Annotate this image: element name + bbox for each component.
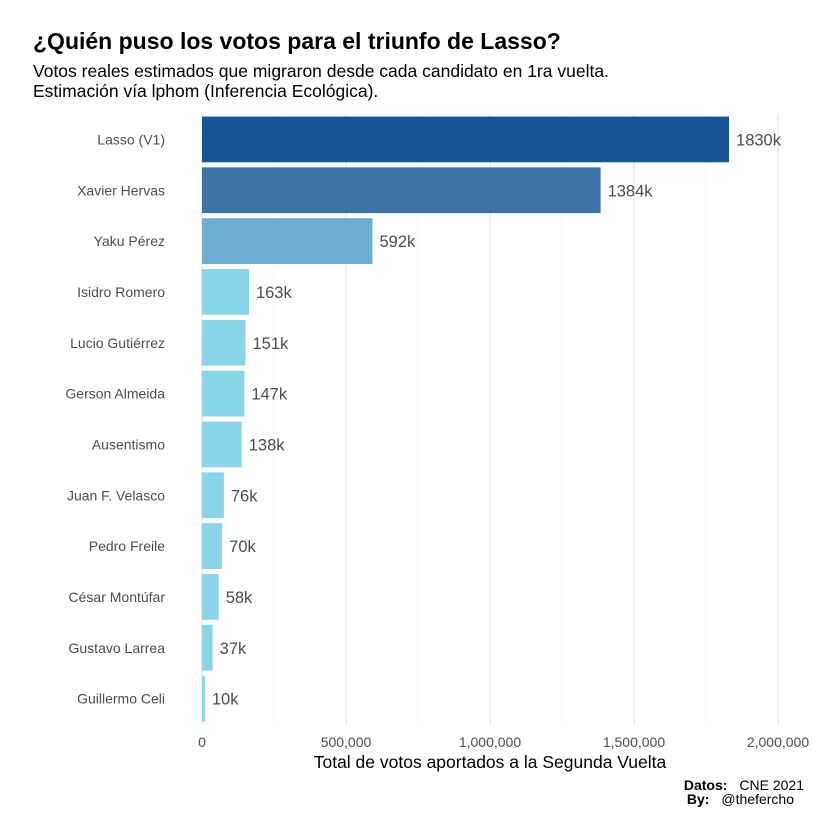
category-label-1: Xavier Hervas [77,182,165,198]
category-label-9: César Montúfar [69,589,166,605]
bar-11 [202,675,205,722]
data-label-11: 10k [212,691,239,709]
category-label-10: Gustavo Larrea [69,640,166,656]
data-label-3: 163k [256,284,293,302]
caption-by: By: @thefercho [687,791,794,807]
category-label-11: Guillermo Celi [77,691,165,707]
x-tick-label-3: 1,500,000 [603,734,665,750]
bar-8 [202,523,223,569]
subtitle-line-2: Estimación vía lphom (Inferencia Ecológi… [33,81,379,101]
bar-3 [202,269,249,315]
data-label-1: 1384k [608,182,654,200]
category-label-6: Ausentismo [92,436,165,452]
chart-subtitle: Votos reales estimados que migraron desd… [33,61,609,101]
bar-0 [202,116,730,163]
caption-datos: Datos: CNE 2021 [684,777,804,793]
category-label-2: Yaku Pérez [94,233,165,249]
data-label-7: 76k [231,487,258,505]
category-label-0: Lasso (V1) [97,131,165,147]
x-tick-label-4: 2,000,000 [747,734,809,750]
x-tick-label-2: 1,000,000 [459,734,521,750]
x-tick-label-1: 500,000 [321,734,372,750]
bar-5 [202,370,245,417]
x-tick-label-0: 0 [198,734,206,750]
caption-by-value: @thefercho [721,791,794,807]
bar-1 [202,167,601,214]
category-label-7: Juan F. Velasco [67,487,165,503]
category-label-5: Gerson Almeida [65,386,165,402]
x-axis-title: Total de votos aportados a la Segunda Vu… [314,752,667,772]
bar-7 [202,472,224,519]
data-label-10: 37k [220,640,247,658]
data-label-5: 147k [251,386,288,404]
data-label-8: 70k [229,538,256,556]
data-label-6: 138k [249,436,286,454]
category-label-3: Isidro Romero [77,284,165,300]
data-label-9: 58k [226,589,253,607]
subtitle-line-1: Votos reales estimados que migraron desd… [33,61,609,81]
data-label-2: 592k [379,233,416,251]
bar-6 [202,421,242,468]
category-label-8: Pedro Freile [89,538,165,554]
data-label-4: 151k [252,335,289,353]
caption-datos-label: Datos: [683,777,728,793]
bar-9 [202,574,219,620]
bar-4 [202,319,246,366]
caption-by-label: By: [686,791,710,807]
data-label-0: 1830k [736,131,782,149]
chart-title: ¿Quién puso los votos para el triunfo de… [33,28,561,54]
bar-2 [202,218,373,264]
caption-datos-value: CNE 2021 [739,777,804,793]
category-label-4: Lucio Gutiérrez [70,335,165,351]
bar-10 [202,624,213,671]
